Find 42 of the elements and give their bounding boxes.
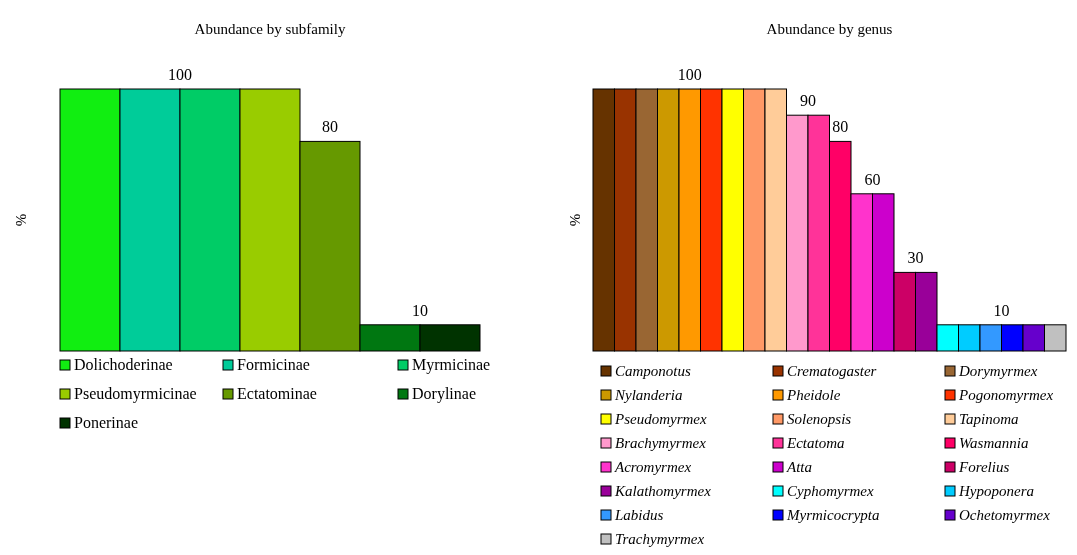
legend-label: Pseudomyrmicinae — [74, 385, 197, 403]
legend-label: Cyphomyrmex — [787, 483, 874, 499]
legend-label: Solenopsis — [787, 411, 852, 427]
legend-label: Tapinoma — [959, 411, 1019, 427]
legend-label: Forelius — [958, 459, 1010, 475]
legend-label: Myrmicocrypta — [786, 507, 880, 523]
legend-label: Crematogaster — [787, 363, 877, 379]
legend-label: Camponotus — [615, 363, 691, 379]
y-axis-title: % — [567, 213, 583, 227]
data-label: 90 — [800, 92, 816, 110]
legend-label: Myrmicinae — [412, 356, 491, 374]
data-label: 10 — [993, 301, 1010, 319]
legend-label: Dorymyrmex — [958, 363, 1038, 379]
legend-label: Formicinae — [237, 356, 310, 373]
legend-label: Kalathomyrmex — [614, 483, 712, 499]
data-label: 10 — [412, 301, 428, 319]
legend-label: Ectatominae — [237, 385, 317, 402]
legend-label: Ponerinae — [74, 414, 138, 431]
legend-label: Dorylinae — [412, 385, 476, 403]
legend-label: Ochetomyrmex — [959, 507, 1051, 523]
data-label: 100 — [677, 66, 702, 83]
legend-label: Hypoponera — [958, 483, 1034, 499]
legend-label: Wasmannia — [959, 435, 1029, 451]
data-label: 80 — [832, 118, 849, 136]
legend-label: Pheidole — [786, 387, 841, 403]
y-axis-title: % — [13, 213, 29, 227]
chart-title: Abundance by genus — [766, 21, 893, 37]
legend-label: Ectatoma — [786, 435, 845, 451]
legend-label: Pogonomyrmex — [958, 387, 1054, 403]
data-label: 60 — [864, 170, 881, 188]
legend-label: Pseudomyrmex — [614, 411, 707, 427]
chart-title: Abundance by subfamily — [194, 21, 346, 37]
legend-label: Nylanderia — [614, 387, 683, 403]
data-label: 100 — [168, 66, 192, 83]
legend-label: Labidus — [614, 507, 664, 523]
data-label: 80 — [322, 118, 338, 136]
legend-label: Dolichoderinae — [74, 356, 173, 373]
legend-label: Brachymyrmex — [615, 435, 707, 451]
legend-label: Atta — [786, 459, 812, 475]
data-label: 30 — [907, 249, 924, 267]
legend-label: Trachymyrmex — [615, 531, 705, 547]
legend-label: Acromyrmex — [614, 459, 692, 475]
